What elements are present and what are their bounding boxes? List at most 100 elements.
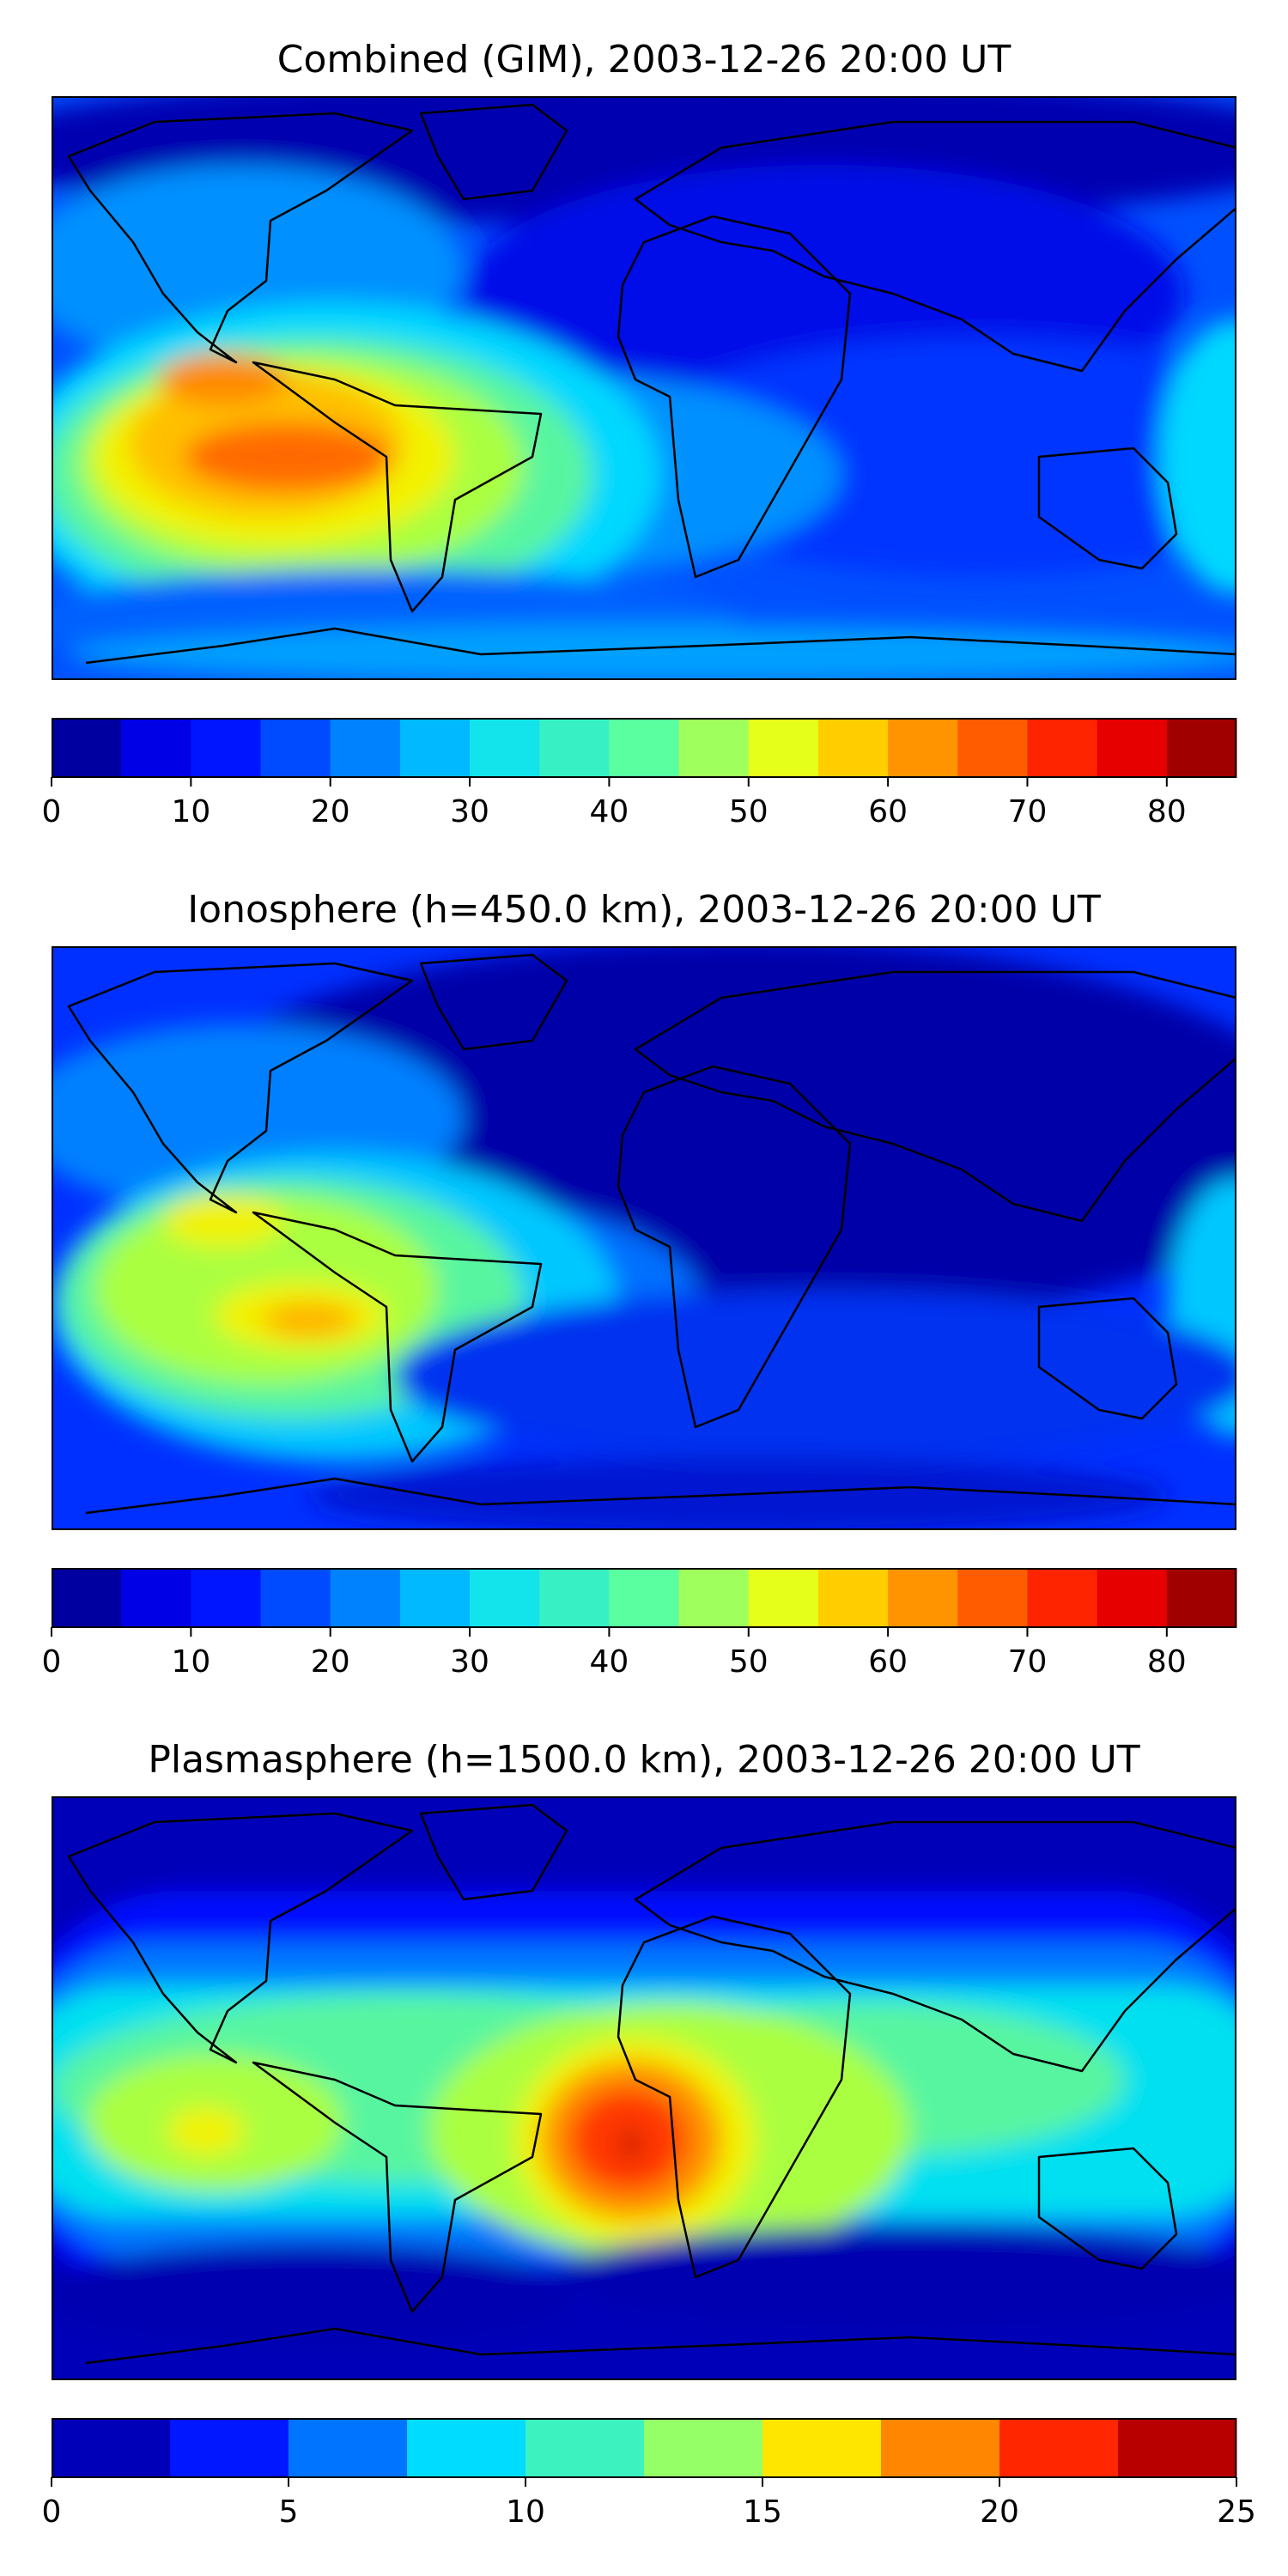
south-america-outline xyxy=(252,361,543,613)
coastlines xyxy=(67,103,1236,665)
chart-title: Plasmasphere (h=1500.0 km), 2003-12-26 2… xyxy=(148,1738,1140,1782)
colorbar-ticks-plasmasphere: 0 5 10 15 20 25 xyxy=(42,2494,1256,2537)
north-america-outline xyxy=(67,962,414,1214)
colorbar-segment xyxy=(1027,718,1098,778)
colorbar-ticks-ionosphere: 0 10 20 30 40 50 60 70 80 xyxy=(42,1643,1236,1686)
colorbar-segment xyxy=(678,1568,750,1628)
colorbar-frame xyxy=(52,718,1236,778)
australia-outline xyxy=(1037,1297,1178,1420)
north-peak xyxy=(159,354,288,405)
colorbar-segment xyxy=(52,1568,122,1628)
colorbar-segment xyxy=(678,718,750,778)
colorbar-tick-label: 70 xyxy=(1007,794,1048,829)
colorbar-tick-label: 10 xyxy=(506,2494,545,2530)
colorbar-segment xyxy=(52,2418,171,2478)
colorbar-segment xyxy=(748,718,819,778)
coastlines xyxy=(67,1803,1236,2365)
colorbar-segment xyxy=(191,718,262,778)
colorbar-segment xyxy=(52,718,122,778)
colorbar-segment xyxy=(1166,1568,1237,1628)
colorbar-tick-label: 30 xyxy=(450,794,489,829)
colorbar-tick-label: 60 xyxy=(868,794,908,829)
colorbar-tick-label: 40 xyxy=(589,1644,629,1680)
australia-outline xyxy=(1037,447,1178,570)
colorbar-tick-label: 70 xyxy=(1007,1644,1048,1680)
africa-outline xyxy=(617,1065,852,1429)
colorbar-segment xyxy=(748,1568,819,1628)
colorbar-segment xyxy=(407,2418,526,2478)
greenland-outline xyxy=(419,953,568,1051)
africa-peak xyxy=(623,2130,640,2158)
colorbar-frame xyxy=(52,2418,1236,2478)
colorbar-segment xyxy=(1097,718,1168,778)
colorbar-segment xyxy=(1097,1568,1168,1628)
colorbar-tick-label: 40 xyxy=(589,794,629,829)
colorbar-tick-label: 50 xyxy=(728,1644,769,1680)
colorbar-tick-label: 20 xyxy=(310,794,350,829)
colorbar-segment xyxy=(609,1568,680,1628)
west-pacific-edge xyxy=(1159,319,1236,594)
colorbar-segment xyxy=(191,1568,262,1628)
colorbar-tick-label: 0 xyxy=(41,794,62,829)
colorbar-segment xyxy=(1027,1568,1098,1628)
colorbar-segment xyxy=(470,718,540,778)
colorbar-segment xyxy=(817,1568,889,1628)
north-peak xyxy=(163,1195,283,1247)
map-combined xyxy=(52,96,1236,680)
colorbar-segment xyxy=(1166,718,1237,778)
south-america-outline xyxy=(252,2061,543,2313)
southern-ocean xyxy=(395,1290,1236,1461)
colorbar-segment xyxy=(762,2418,882,2478)
south-peak xyxy=(262,1303,356,1337)
greenland-outline xyxy=(419,1803,568,1901)
colorbar-segment xyxy=(539,718,610,778)
colorbar-tick-label: 50 xyxy=(728,794,769,829)
coastlines xyxy=(67,953,1236,1515)
colorbar-tick-label: 20 xyxy=(310,1644,350,1680)
colorbar-segment xyxy=(121,718,191,778)
colorbar-segment xyxy=(957,718,1028,778)
colorbar-tick-label: 0 xyxy=(41,2494,62,2530)
antarctica-outline xyxy=(85,2327,1236,2365)
colorbar-segment xyxy=(999,2418,1119,2478)
colorbar-segment xyxy=(260,1568,331,1628)
colorbar-segment xyxy=(881,2418,1000,2478)
colorbar-tick-label: 80 xyxy=(1146,1644,1187,1680)
colorbar-tick-label: 30 xyxy=(450,1644,489,1680)
colorbar-segment xyxy=(170,2418,289,2478)
colorbar-frame xyxy=(52,1568,1236,1628)
eurasia-outline xyxy=(634,1820,1236,2073)
colorbar-segment xyxy=(330,718,401,778)
colorbar-segment xyxy=(121,1568,191,1628)
colorbar-ticks-combined: 0 10 20 30 40 50 60 70 80 xyxy=(42,793,1236,836)
colorbar-segment xyxy=(957,1568,1028,1628)
colorbar-segment xyxy=(644,2418,763,2478)
africa-outline xyxy=(617,215,852,579)
colorbar-tick-label: 5 xyxy=(278,2494,299,2530)
colorbar-tick-label: 80 xyxy=(1146,794,1187,829)
colorbar-segment xyxy=(817,718,889,778)
colorbar-tick-label: 10 xyxy=(171,1644,211,1680)
map-frame xyxy=(52,1796,1236,2380)
colorbar-ionosphere xyxy=(51,1568,1237,1637)
chart-title: Combined (GIM), 2003-12-26 20:00 UT xyxy=(276,38,1012,82)
map-ionosphere xyxy=(52,946,1236,1530)
chart-title: Ionosphere (h=450.0 km), 2003-12-26 20:0… xyxy=(187,888,1101,932)
antarctica-outline xyxy=(85,627,1236,665)
colorbar-tick-label: 60 xyxy=(868,1644,908,1680)
map-plasmasphere xyxy=(52,1796,1236,2380)
eurasia-outline xyxy=(634,120,1236,373)
colorbar-plasmasphere xyxy=(51,2418,1237,2487)
eurasia-outline xyxy=(634,970,1236,1223)
colorbar-segment xyxy=(888,1568,958,1628)
colorbar-tick-label: 10 xyxy=(171,794,211,829)
south-peak xyxy=(185,422,391,491)
africa-outline xyxy=(617,1915,852,2279)
colorbar-segment xyxy=(526,2418,645,2478)
north-america-outline xyxy=(67,1812,414,2064)
colorbar-combined xyxy=(51,718,1237,787)
colorbar-segment xyxy=(539,1568,610,1628)
south-indian-low xyxy=(550,2226,1236,2329)
colorbar-segment xyxy=(289,2418,408,2478)
colorbar-segment xyxy=(888,718,958,778)
